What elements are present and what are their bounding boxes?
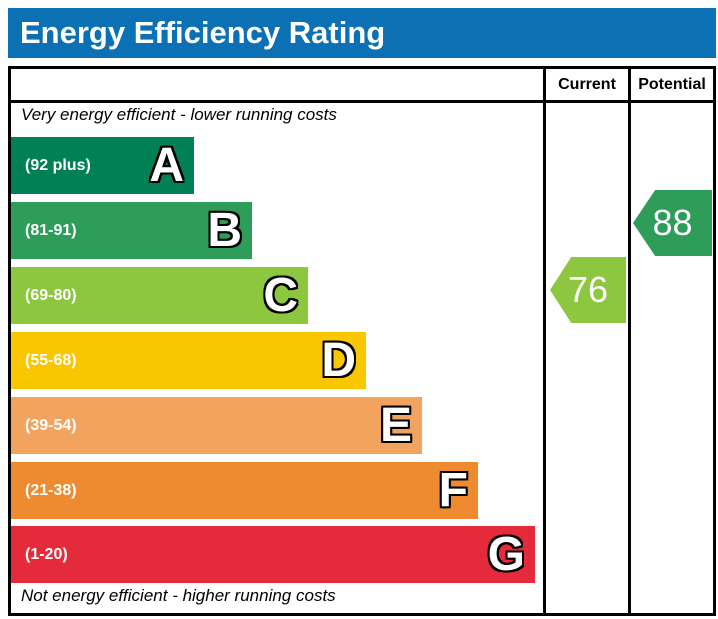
chart-title: Energy Efficiency Rating xyxy=(20,15,386,50)
header-divider-line xyxy=(11,100,713,103)
chart-title-bar: Energy Efficiency Rating xyxy=(8,8,716,58)
band-letter: F xyxy=(438,463,468,517)
column-header-current: Current xyxy=(558,76,616,93)
band-letter: G xyxy=(487,527,525,581)
current-rating-arrow: 76 xyxy=(550,257,626,323)
band-range-label: (81-91) xyxy=(25,221,77,239)
band-range-label: (21-38) xyxy=(25,481,77,499)
band-range-label: (39-54) xyxy=(25,416,77,434)
band-range-label: (55-68) xyxy=(25,351,77,369)
band-f: (21-38) F xyxy=(11,462,478,519)
band-range-label: (1-20) xyxy=(25,545,68,563)
band-range-label: (92 plus) xyxy=(25,156,91,174)
band-letter: E xyxy=(379,398,412,452)
band-g: (1-20) G xyxy=(11,526,535,583)
band-c: (69-80) C xyxy=(11,267,308,324)
potential-rating-arrow: 88 xyxy=(633,190,712,256)
bottom-note: Not energy efficient - higher running co… xyxy=(21,586,336,605)
band-letter: C xyxy=(263,268,298,322)
potential-rating-value: 88 xyxy=(652,202,693,243)
band-letter: A xyxy=(149,138,184,192)
current-rating-value: 76 xyxy=(567,269,609,310)
top-note: Very energy efficient - lower running co… xyxy=(21,105,337,124)
band-e: (39-54) E xyxy=(11,397,422,454)
potential-column-divider xyxy=(628,69,631,613)
column-header-potential: Potential xyxy=(638,76,706,93)
band-letter: D xyxy=(321,333,356,387)
band-d: (55-68) D xyxy=(11,332,366,389)
current-column-divider xyxy=(543,69,546,613)
band-range-label: (69-80) xyxy=(25,286,77,304)
band-letter: B xyxy=(207,203,242,257)
rating-table: Current Potential Very energy efficient … xyxy=(8,66,716,616)
band-b: (81-91) B xyxy=(11,202,252,259)
band-a: (92 plus) A xyxy=(11,137,194,194)
